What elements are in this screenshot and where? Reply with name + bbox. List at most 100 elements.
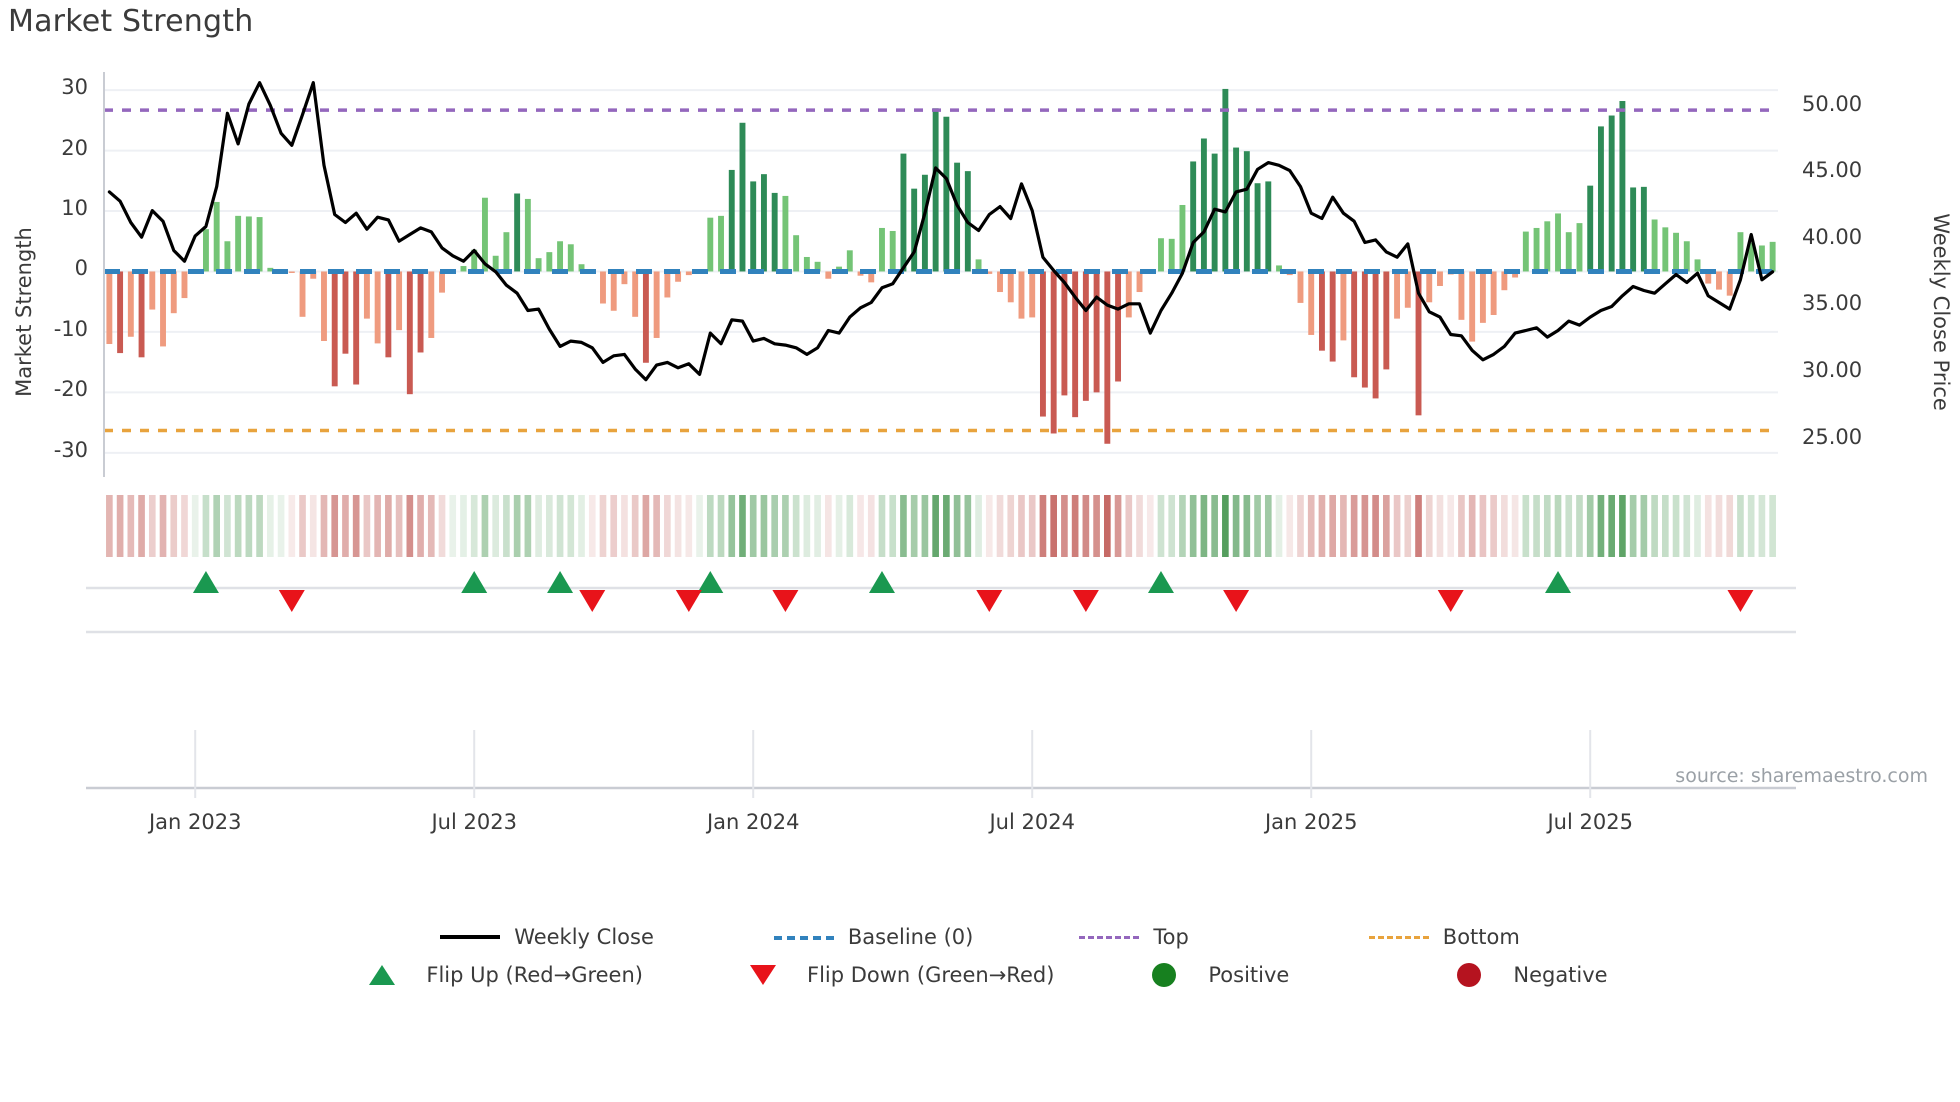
heatmap-cell: [760, 495, 768, 557]
legend-label: Negative: [1513, 963, 1608, 987]
strength-bar: [503, 232, 510, 272]
strength-bar: [1115, 271, 1122, 382]
heatmap-cell: [1554, 495, 1562, 557]
flip-up-marker: [697, 571, 724, 593]
strength-bar: [739, 122, 746, 272]
heatmap-cell: [728, 495, 736, 557]
strength-bar: [911, 188, 918, 272]
strength-bar: [535, 258, 542, 272]
heatmap-cell: [1619, 495, 1626, 557]
y-tick-left: -30: [53, 437, 88, 462]
strength-bar: [1758, 245, 1765, 272]
strength-bar: [1748, 242, 1755, 272]
flip-up-marker: [192, 571, 219, 593]
heatmap-cell: [610, 495, 618, 557]
heatmap-cell: [1468, 495, 1476, 557]
legend-item-baseline-0[interactable]: Baseline (0): [773, 925, 973, 949]
heatmap-cell: [717, 495, 725, 557]
heatmap-cell: [127, 495, 135, 557]
strength-bar: [1061, 271, 1068, 396]
heatmap-cell: [342, 495, 349, 557]
strength-bar: [1458, 271, 1465, 320]
heatmap-cell: [1211, 495, 1218, 557]
legend-item-negative[interactable]: Negative: [1439, 963, 1608, 987]
legend-item-flip-down-green-red[interactable]: Flip Down (Green→Red): [733, 963, 1054, 987]
heatmap-cell: [503, 495, 510, 557]
legend-label: Weekly Close: [514, 925, 654, 949]
strength-bar: [363, 271, 370, 319]
strength-bar: [1018, 271, 1025, 319]
strength-bar: [600, 271, 606, 304]
strength-bar: [621, 271, 628, 285]
heatmap-cell: [1511, 495, 1519, 557]
legend-item-flip-up-red-green[interactable]: Flip Up (Red→Green): [352, 963, 643, 987]
strength-bar: [1190, 161, 1197, 272]
heatmap-cell: [1275, 495, 1283, 557]
strength-bar: [106, 271, 113, 345]
y-tick-left: 30: [61, 75, 88, 100]
strength-bar: [1769, 241, 1776, 272]
strength-bar: [1104, 271, 1111, 444]
heatmap-cell: [1479, 495, 1487, 557]
flip-down-marker: [579, 590, 606, 612]
heatmap-cell: [921, 495, 929, 557]
legend-item-weekly-close[interactable]: Weekly Close: [440, 925, 654, 949]
heatmap-cell: [245, 495, 253, 557]
strength-bar: [889, 230, 896, 272]
legend-item-positive[interactable]: Positive: [1134, 963, 1289, 987]
heatmap-cell: [320, 495, 328, 557]
flip-down-marker: [772, 590, 799, 612]
strength-bar: [1576, 223, 1583, 272]
strength-bar: [1437, 271, 1443, 286]
heatmap-cell: [1522, 495, 1530, 557]
y-tick-right: 45.00: [1802, 158, 1863, 183]
strength-bar: [943, 116, 950, 272]
heatmap-cell: [771, 495, 778, 557]
heatmap-cell: [567, 495, 575, 557]
heatmap-cell: [1039, 495, 1047, 557]
heatmap-cell: [1264, 495, 1272, 557]
dotted-line-icon: [1079, 926, 1140, 948]
legend-item-top[interactable]: Top: [1079, 925, 1189, 949]
heatmap-cell: [674, 495, 682, 557]
heatmap-cell: [352, 495, 360, 557]
legend-label: Top: [1153, 925, 1189, 949]
heatmap-cell: [749, 495, 757, 557]
strength-bar: [997, 271, 1003, 293]
heatmap-cell: [1672, 495, 1680, 557]
heatmap-cell: [224, 495, 231, 557]
flip-up-marker: [1545, 571, 1572, 593]
strength-bar: [492, 255, 499, 272]
strength-bar: [267, 267, 274, 272]
heatmap-cell: [513, 495, 521, 557]
strength-bar: [1039, 271, 1046, 417]
heatmap-cell: [803, 495, 811, 557]
strength-bar: [1662, 227, 1669, 272]
strength-bar: [396, 271, 403, 331]
heatmap-cell: [106, 495, 113, 557]
heatmap-cell: [1597, 495, 1605, 557]
flip-up-marker: [1147, 571, 1174, 593]
heatmap-cell: [1458, 495, 1465, 557]
heatmap-cell: [1576, 495, 1583, 557]
heatmap-cell: [996, 495, 1004, 557]
x-tick-label: Jul 2025: [1547, 810, 1633, 834]
heatmap-cell: [1179, 495, 1186, 557]
strength-bar: [514, 193, 521, 272]
legend-item-bottom[interactable]: Bottom: [1368, 925, 1520, 949]
heatmap-cell: [900, 495, 907, 557]
heatmap-cell: [1533, 495, 1540, 557]
strength-bar: [1651, 219, 1658, 272]
strength-bar: [299, 271, 306, 317]
strength-bar: [1243, 151, 1250, 272]
strength-bar: [117, 271, 124, 354]
strength-bar: [310, 271, 317, 279]
strength-bar: [1029, 271, 1036, 318]
heatmap-cell: [889, 495, 897, 557]
strength-bar: [1222, 88, 1229, 272]
strength-bar: [825, 271, 832, 279]
strength-bar: [975, 259, 982, 272]
flip-down-marker: [278, 590, 305, 612]
heatmap-cell: [148, 495, 156, 557]
heatmap-cell: [867, 495, 875, 557]
